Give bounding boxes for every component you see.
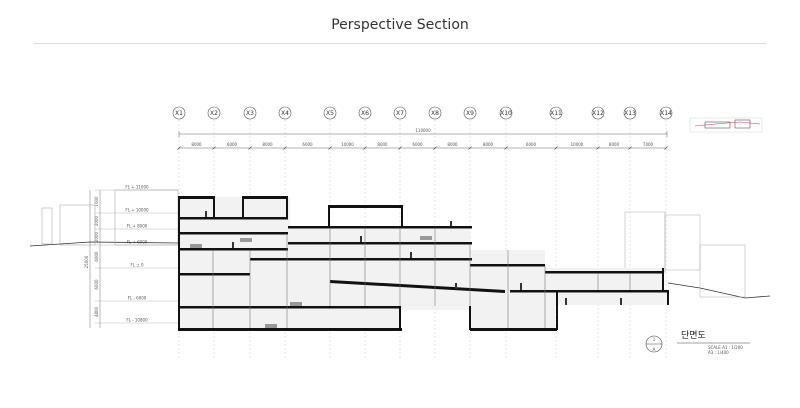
grid-bubble: [243, 106, 257, 120]
span-dimension: 8000: [262, 142, 273, 147]
grid-bubble: [623, 106, 637, 120]
scale-a3: A3 : 1/400: [708, 350, 729, 355]
span-dimension: 8000: [447, 142, 458, 147]
scale-a1: SCALE A1 : 1/200: [708, 345, 743, 350]
level-label: FL - 6000: [128, 296, 147, 301]
level-label: FL + 11000: [125, 185, 149, 190]
total-height-dimension: 25000: [84, 255, 89, 268]
level-label: FL + 6000: [127, 240, 148, 245]
grid-bubbles: X1 X2 X3 X4 X5 X6 X7 X8 X9 X10 X11 X12 X13 X14: [172, 106, 673, 120]
level-dimension: 2000: [94, 215, 99, 226]
grid-bubble-label: X2: [210, 110, 218, 117]
building-section: [178, 196, 669, 331]
grid-bubble: [358, 106, 372, 120]
span-dimension: 6000: [526, 142, 537, 147]
level-label: FL + 10000: [125, 208, 149, 213]
grid-bubble-label: X7: [396, 110, 404, 117]
grid-bubble-label: X9: [466, 110, 474, 117]
grid-bubble: [207, 106, 221, 120]
grid-bubble-label: X5: [326, 110, 334, 117]
overall-dimension-line: 110000: [178, 128, 668, 137]
grid-bubble-label: X12: [592, 110, 604, 117]
grid-bubble: [323, 106, 337, 120]
grid-bubble: [428, 106, 442, 120]
overall-dimension-text: 110000: [415, 128, 431, 133]
drawing-letter: A: [653, 347, 656, 352]
drawing-number: 1: [653, 337, 656, 342]
level-dimension: 6000: [94, 279, 99, 290]
grid-bubble-label: X14: [660, 110, 672, 117]
grid-bubble-label: X4: [281, 110, 289, 117]
background-buildings-left: [41, 189, 179, 246]
span-dimension: 8000: [483, 142, 494, 147]
span-dimension: 6000: [302, 142, 313, 147]
level-dimension: 1000: [94, 196, 99, 207]
drawing-caption: 1 A 단면도 SCALE A1 : 1/200 A3 : 1/400: [645, 330, 750, 355]
grid-bubble: [659, 106, 673, 120]
span-dimension: 8000: [191, 142, 202, 147]
grid-bubble-label: X6: [361, 110, 369, 117]
grid-bubble-label: X13: [624, 110, 636, 117]
level-label: FL + 8000: [127, 224, 148, 229]
level-dimension: 2000: [94, 231, 99, 242]
drawing-title: 단면도: [681, 330, 706, 341]
level-label: FL - 10800: [126, 318, 148, 323]
span-dimension-line: 8000 6000 8000 6000 10000 8000 6000 8000 8000 600…: [177, 142, 668, 150]
grid-bubble-label: X1: [175, 110, 183, 117]
title-divider: [34, 43, 766, 44]
level-dimension: 4800: [94, 306, 99, 317]
grid-bubble-label: X3: [246, 110, 254, 117]
span-dimension: 7000: [643, 142, 654, 147]
grid-bubble: [278, 106, 292, 120]
grid-bubble-label: X10: [500, 110, 512, 117]
span-dimension: 10000: [341, 142, 354, 147]
grid-bubble-label: X11: [550, 110, 562, 117]
span-dimension: 6000: [412, 142, 423, 147]
key-plan-thumbnail: [689, 117, 763, 133]
span-dimension: 8000: [609, 142, 620, 147]
span-dimension: 6000: [227, 142, 238, 147]
grid-bubble: [499, 106, 513, 120]
level-label: FL ± 0: [131, 263, 144, 268]
grid-bubble: [172, 106, 186, 120]
ground-line: [29, 241, 771, 299]
grid-bubble: [463, 106, 477, 120]
level-dimension: 6000: [94, 251, 99, 262]
grid-bubble-label: X8: [431, 110, 439, 117]
ramp: [330, 280, 505, 293]
page-title: Perspective Section: [331, 17, 469, 33]
grid-bubble: [549, 106, 563, 120]
span-dimension: 8000: [377, 142, 388, 147]
span-dimension: 10000: [571, 142, 584, 147]
grid-bubble: [591, 106, 605, 120]
level-lines: FL + 11000 FL + 10000 FL + 8000 FL + 6000 FL…: [84, 185, 178, 328]
grid-bubble: [393, 106, 407, 120]
